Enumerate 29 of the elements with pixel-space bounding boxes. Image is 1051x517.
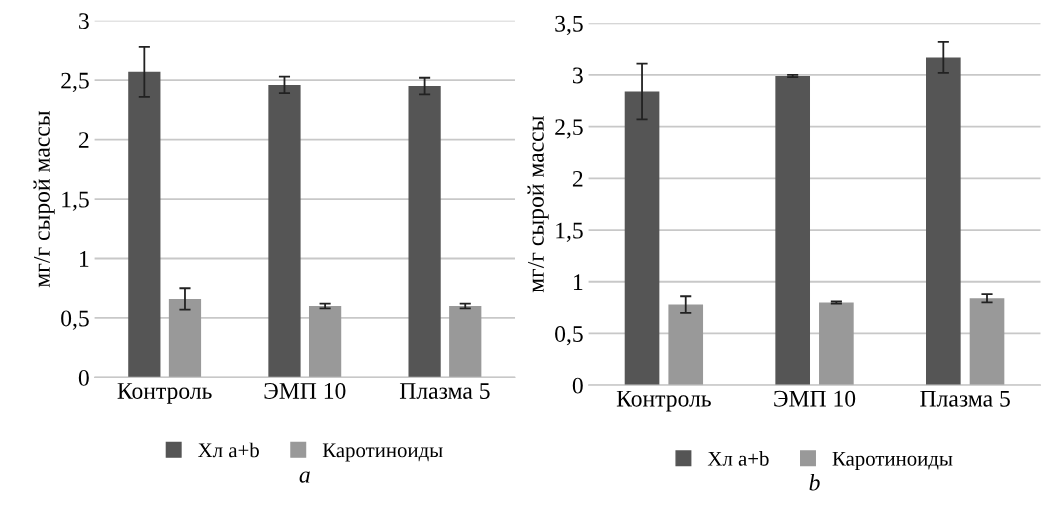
y-tick-label: 1	[573, 274, 583, 290]
x-tick-label: Плазма 5	[920, 390, 1010, 407]
x-tick-label: ЭМП 10	[774, 390, 856, 407]
x-tick-label: Плазма 5	[399, 383, 490, 399]
y-tick-label: 1,5	[62, 191, 89, 211]
x-axis-title: a	[299, 471, 310, 483]
x-tick-label: ЭМП 10	[264, 382, 346, 399]
y-tick-label: 0	[78, 369, 89, 386]
x-axis-title: b	[809, 473, 820, 491]
y-tick-label: 0,5	[555, 325, 583, 346]
y-tick-label: 0	[572, 377, 583, 394]
y-axis-title: мг/г сырой массы	[33, 110, 55, 288]
y-tick-label: 3,5	[555, 15, 583, 36]
y-tick-label: 3	[79, 13, 89, 30]
x-tick-label: Контроль	[117, 383, 212, 404]
y-tick-label: 3	[573, 67, 583, 84]
y-tick-label: 2,5	[555, 119, 583, 139]
legend-label: Каротиноиды	[832, 451, 953, 470]
y-tick-label: 1,5	[556, 222, 583, 242]
y-axis-title: мг/г сырой массы	[527, 116, 549, 293]
y-tick-label: 0,5	[61, 310, 89, 330]
y-tick-label: 2	[78, 132, 89, 148]
y-tick-label: 1	[80, 251, 89, 267]
legend-label: Хл a+b	[198, 442, 259, 458]
legend-label: Хл a+b	[707, 451, 769, 466]
x-tick-label: Контроль	[616, 390, 711, 412]
legend-label: Каротиноиды	[322, 443, 443, 462]
y-tick-label: 2	[572, 170, 583, 187]
y-tick-label: 2,5	[61, 72, 89, 92]
